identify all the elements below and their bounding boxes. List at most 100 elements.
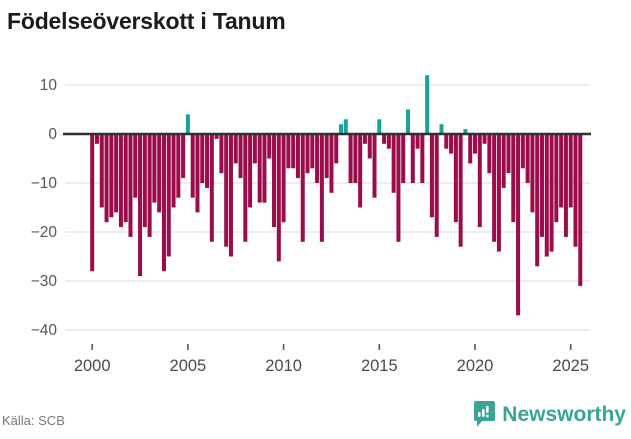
bar xyxy=(367,134,372,159)
y-tick-label: −20 xyxy=(31,224,58,241)
bar xyxy=(343,119,348,134)
bar xyxy=(252,134,257,164)
bar xyxy=(133,134,138,198)
y-tick-label: 10 xyxy=(40,77,58,94)
bar xyxy=(544,134,549,257)
bar xyxy=(516,134,521,316)
bar xyxy=(386,134,391,149)
newsworthy-logo: Newsworthy xyxy=(474,401,626,429)
bar xyxy=(219,134,224,174)
bar xyxy=(434,134,439,237)
bar xyxy=(549,134,554,252)
bar xyxy=(171,134,176,208)
bar xyxy=(276,134,281,262)
bar xyxy=(568,134,573,208)
bar xyxy=(157,134,162,213)
bar xyxy=(410,134,415,183)
bar xyxy=(396,134,401,242)
bar xyxy=(324,134,329,179)
bar xyxy=(286,134,291,169)
bar xyxy=(487,134,492,174)
bar xyxy=(200,134,205,183)
bar xyxy=(272,134,277,228)
bar xyxy=(315,134,320,183)
bar xyxy=(482,134,487,144)
bar xyxy=(554,134,559,223)
bar xyxy=(353,134,358,183)
bar xyxy=(377,119,382,134)
bar xyxy=(468,134,473,164)
bar xyxy=(477,134,482,228)
bar xyxy=(329,134,334,193)
chart-title: Födelseöverskott i Tanum xyxy=(7,8,286,34)
bar xyxy=(372,134,377,198)
bar xyxy=(573,134,578,247)
bar xyxy=(109,134,114,218)
bar xyxy=(291,134,296,169)
bar xyxy=(530,134,535,213)
bar xyxy=(539,134,544,237)
bar xyxy=(214,134,219,139)
bar xyxy=(496,134,501,252)
bar xyxy=(535,134,540,267)
bar xyxy=(295,134,300,179)
bar xyxy=(262,134,267,203)
bar xyxy=(362,134,367,144)
bar xyxy=(90,134,95,272)
y-tick-label: −10 xyxy=(31,175,58,192)
bar xyxy=(492,134,497,242)
y-tick-label: −40 xyxy=(31,322,58,339)
bar xyxy=(228,134,233,257)
bar xyxy=(147,134,152,237)
bar xyxy=(142,134,147,228)
bar xyxy=(406,109,411,134)
bar xyxy=(439,124,444,134)
bar xyxy=(425,75,430,134)
x-tick-label: 2020 xyxy=(457,357,494,375)
bar xyxy=(520,134,525,169)
y-tick-label: 0 xyxy=(48,126,57,143)
bar xyxy=(205,134,210,188)
bar xyxy=(525,134,530,183)
bar xyxy=(185,114,190,134)
bar xyxy=(181,134,186,179)
bar xyxy=(310,134,315,169)
bar xyxy=(348,134,353,183)
bar xyxy=(238,134,243,179)
bar xyxy=(444,134,449,149)
source-note: Källa: SCB xyxy=(2,413,65,428)
bar xyxy=(209,134,214,242)
x-tick-label: 2000 xyxy=(74,357,111,375)
bar xyxy=(233,134,238,164)
bar xyxy=(319,134,324,242)
newsworthy-speech-bubble-chart-icon xyxy=(474,401,496,427)
bar xyxy=(563,134,568,237)
bar xyxy=(195,134,200,213)
bar xyxy=(166,134,171,257)
bar xyxy=(152,134,157,203)
bar xyxy=(415,134,420,149)
bar xyxy=(358,134,363,208)
bar xyxy=(118,134,123,228)
bar xyxy=(190,134,195,198)
x-tick-label: 2005 xyxy=(170,357,207,375)
bar xyxy=(138,134,143,277)
bar xyxy=(506,134,511,174)
bar xyxy=(123,134,128,223)
bar xyxy=(449,134,454,154)
bar xyxy=(161,134,166,272)
bar xyxy=(391,134,396,193)
x-tick-label: 2025 xyxy=(552,357,589,375)
bar xyxy=(99,134,104,208)
bar xyxy=(401,134,406,183)
newsworthy-logo-text: Newsworthy xyxy=(502,403,626,426)
bar xyxy=(339,124,344,134)
bar xyxy=(458,134,463,247)
bar xyxy=(511,134,516,223)
y-tick-label: −30 xyxy=(31,273,58,290)
bar xyxy=(176,134,181,198)
bar xyxy=(501,134,506,188)
bar xyxy=(128,134,133,237)
